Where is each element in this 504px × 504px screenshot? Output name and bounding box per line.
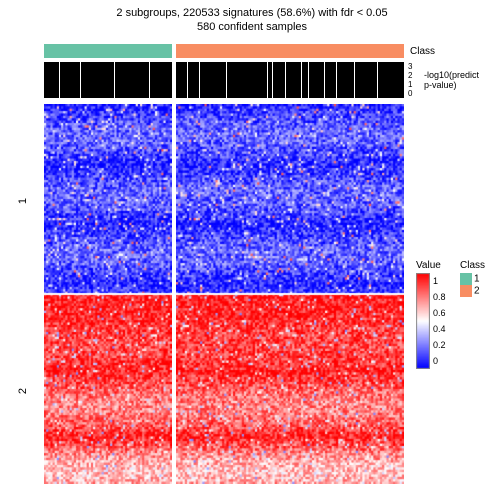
pvalue-bar-left: [44, 62, 172, 98]
pvalue-annotation-bar: [44, 62, 404, 98]
row-group-label-1: 1: [17, 198, 29, 204]
class-bar-group-1: [44, 44, 172, 58]
title-line1: 2 subgroups, 220533 signatures (58.6%) w…: [0, 6, 504, 20]
value-legend-tick: 1: [433, 273, 446, 289]
pvalue-bar-right: [176, 62, 404, 98]
value-legend-tick: 0.2: [433, 337, 446, 353]
plot-area: [44, 44, 404, 484]
value-legend-tick: 0.4: [433, 321, 446, 337]
value-legend-labels: 1 0.8 0.6 0.4 0.2 0: [433, 273, 446, 369]
value-legend-title: Value: [416, 260, 446, 271]
class-legend-item: 2: [460, 285, 485, 297]
value-legend-tick: 0.6: [433, 305, 446, 321]
heatmap-right: [176, 104, 404, 484]
heatmap-left: [44, 104, 172, 484]
value-legend-gradient: [416, 273, 430, 369]
class-legend-label: 1: [474, 274, 480, 285]
heatmap: [44, 104, 404, 484]
pvalue-ticks: 3 2 1 0: [408, 62, 412, 98]
pvalue-tick: 3: [408, 62, 412, 71]
class-bar-group-2: [176, 44, 404, 58]
pvalue-tick: 0: [408, 89, 412, 98]
title-line2: 580 confident samples: [0, 20, 504, 34]
class-legend-item: 1: [460, 273, 485, 285]
value-legend: Value 1 0.8 0.6 0.4 0.2 0: [416, 260, 446, 369]
class-swatch-2: [460, 285, 472, 297]
pvalue-anno-label: -log10(predict p-value): [424, 70, 479, 90]
class-legend: Class 1 2: [460, 260, 485, 297]
class-anno-label: Class: [410, 46, 435, 57]
title-block: 2 subgroups, 220533 signatures (58.6%) w…: [0, 0, 504, 35]
pvalue-tick: 2: [408, 71, 412, 80]
class-legend-title: Class: [460, 260, 485, 271]
heatmap-canvas-left: [44, 104, 172, 484]
row-group-label-2: 2: [17, 388, 29, 394]
class-annotation-bar: [44, 44, 404, 58]
class-legend-label: 2: [474, 286, 480, 297]
class-swatch-1: [460, 273, 472, 285]
heatmap-canvas-right: [176, 104, 404, 484]
value-legend-tick: 0.8: [433, 289, 446, 305]
value-legend-tick: 0: [433, 353, 446, 369]
pvalue-tick: 1: [408, 80, 412, 89]
